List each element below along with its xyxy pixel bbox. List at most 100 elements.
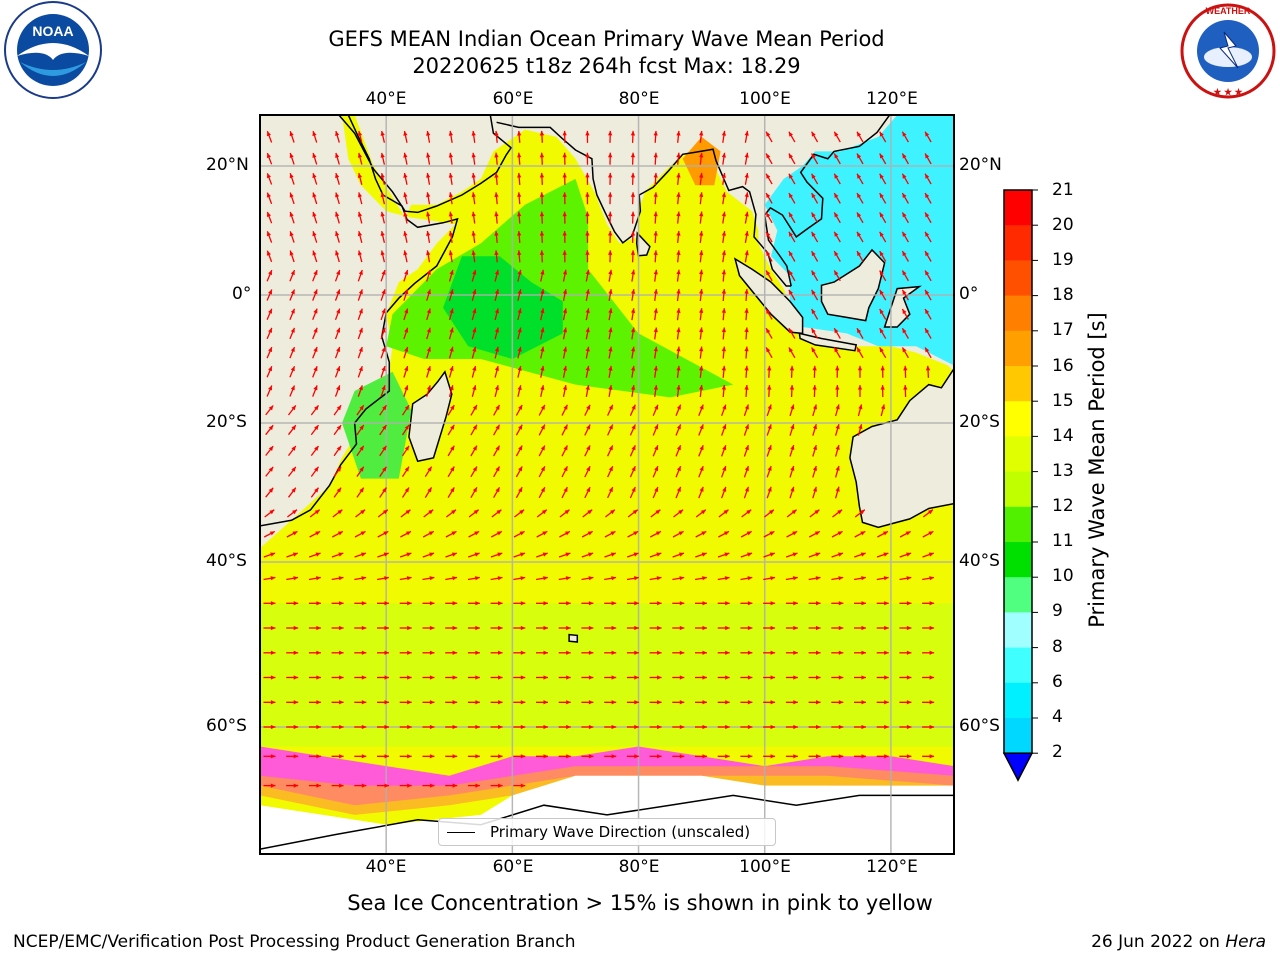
wave-arrowhead xyxy=(699,466,704,471)
wave-arrowhead xyxy=(834,270,839,276)
wave-arrowhead xyxy=(270,783,276,788)
wave-arrowhead xyxy=(838,552,843,557)
wave-arrowhead xyxy=(653,327,658,333)
wave-arrowhead xyxy=(562,192,567,197)
wave-arrowhead xyxy=(653,192,658,197)
wave-arrowhead xyxy=(475,783,480,788)
wave-arrowhead xyxy=(357,152,362,158)
wave-arrowhead xyxy=(679,650,685,655)
wave-arrowhead xyxy=(792,531,798,536)
wave-arrowhead xyxy=(543,675,548,680)
wave-arrowhead xyxy=(290,366,295,372)
wave-arrowhead xyxy=(906,552,912,557)
wave-arrowhead xyxy=(429,724,435,730)
wave-arrowhead xyxy=(270,700,276,705)
wave-arrowhead xyxy=(471,250,476,256)
wave-arrowhead xyxy=(403,152,408,158)
wave-arrowhead xyxy=(472,308,477,314)
wave-arrowhead xyxy=(744,445,749,451)
wave-arrowhead xyxy=(793,700,798,705)
wave-arrowhead xyxy=(793,754,798,759)
wave-arrowhead xyxy=(788,270,793,276)
wave-arrowhead xyxy=(358,347,363,352)
wave-arrowhead xyxy=(744,231,749,236)
wave-arrowhead xyxy=(357,231,362,237)
wave-arrowhead xyxy=(676,486,681,492)
lat-tick-right: 40°S xyxy=(959,551,1000,571)
wave-arrowhead xyxy=(721,308,726,313)
wave-arrowhead xyxy=(815,552,821,557)
wave-arrowhead xyxy=(339,675,344,680)
wave-arrowhead xyxy=(384,724,389,730)
wave-arrowhead xyxy=(928,552,934,557)
wave-arrowhead xyxy=(747,576,753,581)
wave-arrowhead xyxy=(452,576,458,581)
wave-arrowhead xyxy=(653,385,658,390)
wave-arrowhead xyxy=(744,289,749,294)
wave-arrowhead xyxy=(834,212,839,218)
wave-arrowhead xyxy=(290,308,295,314)
wave-arrowhead xyxy=(653,308,658,313)
lon-tick-top: 40°E xyxy=(365,89,407,109)
wave-arrowhead xyxy=(452,650,458,655)
wave-arrowhead xyxy=(630,152,636,158)
wave-arrowhead xyxy=(361,724,367,730)
map-legend: Primary Wave Direction (unscaled) xyxy=(438,818,776,846)
wave-arrowhead xyxy=(769,531,775,536)
wave-arrowhead xyxy=(290,289,295,295)
wave-arrowhead xyxy=(291,425,296,431)
wave-arrowhead xyxy=(407,724,412,730)
wave-arrowhead xyxy=(517,385,522,391)
wave-arrowhead xyxy=(611,700,617,705)
wave-arrowhead xyxy=(316,754,321,759)
wave-arrowhead xyxy=(426,131,431,136)
wave-arrowhead xyxy=(381,289,386,295)
wave-arrowhead xyxy=(769,509,774,515)
wave-arrowhead xyxy=(404,487,409,493)
wave-arrowhead xyxy=(384,675,389,680)
wave-arrowhead xyxy=(449,269,454,275)
wave-arrowhead xyxy=(588,650,594,655)
wave-arrowhead xyxy=(767,365,772,371)
wave-arrowhead xyxy=(813,445,817,450)
wave-arrowhead xyxy=(585,192,590,197)
wave-arrowhead xyxy=(292,531,298,536)
wave-arrowhead xyxy=(520,724,526,730)
wave-arrowhead xyxy=(448,192,453,198)
wave-arrowhead xyxy=(335,231,340,237)
wave-arrowhead xyxy=(837,509,843,515)
wave-arrowhead xyxy=(860,552,866,557)
wave-arrowhead xyxy=(494,346,499,352)
wave-arrowhead xyxy=(925,131,930,137)
wave-arrowhead xyxy=(520,783,526,788)
colorbar-tick: 8 xyxy=(1052,637,1063,657)
lat-tick-left: 40°S xyxy=(206,551,247,571)
wave-arrowhead xyxy=(747,700,753,705)
wave-arrowhead xyxy=(517,250,522,255)
wave-arrowhead xyxy=(925,328,930,334)
wave-arrowhead xyxy=(880,385,885,390)
wave-arrowhead xyxy=(861,650,866,655)
wave-arrowhead xyxy=(815,576,821,581)
wave-arrowhead xyxy=(471,231,476,236)
wave-arrowhead xyxy=(293,576,299,581)
wave-arrowhead xyxy=(653,231,658,236)
wave-arrowhead xyxy=(811,289,816,295)
wave-arrowhead xyxy=(634,650,639,655)
wave-arrowhead xyxy=(744,130,749,136)
wave-arrowhead xyxy=(359,425,364,430)
wave-arrowhead xyxy=(788,347,793,353)
wave-arrowhead xyxy=(475,650,480,655)
wave-arrowhead xyxy=(293,675,299,680)
wave-arrowhead xyxy=(902,173,907,179)
wave-arrowhead xyxy=(543,576,548,581)
wave-arrowhead xyxy=(562,211,567,217)
wave-arrowhead xyxy=(404,346,409,352)
wave-arrowhead xyxy=(722,424,727,430)
wave-arrowhead xyxy=(539,250,545,255)
wave-arrowhead xyxy=(702,700,707,705)
wave-arrowhead xyxy=(903,365,908,371)
wave-arrowhead xyxy=(498,754,503,759)
wave-arrowhead xyxy=(292,552,298,557)
wave-arrowhead xyxy=(610,552,616,557)
